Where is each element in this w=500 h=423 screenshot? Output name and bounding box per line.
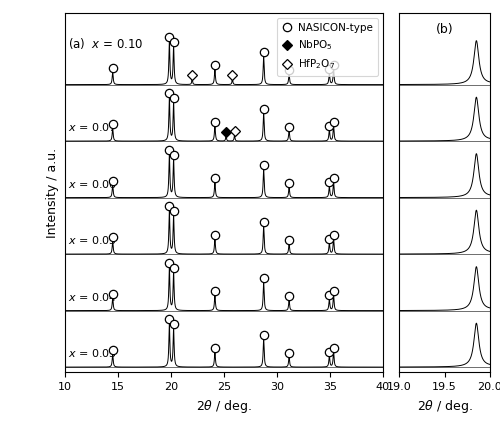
Y-axis label: Intensity / a.u.: Intensity / a.u.	[46, 147, 60, 238]
Text: $x$ = 0.04: $x$ = 0.04	[68, 291, 117, 303]
Text: $x$ = 0.03: $x$ = 0.03	[68, 347, 117, 360]
Text: (b): (b)	[436, 23, 454, 36]
Text: $x$ = 0.05: $x$ = 0.05	[68, 234, 117, 246]
Text: $x$ = 0.06: $x$ = 0.06	[68, 178, 117, 190]
X-axis label: 2$\theta$ / deg.: 2$\theta$ / deg.	[196, 398, 252, 415]
Legend: NASICON-type, NbPO$_5$, HfP$_2$O$_7$: NASICON-type, NbPO$_5$, HfP$_2$O$_7$	[276, 18, 378, 76]
Text: $x$ = 0.07: $x$ = 0.07	[68, 121, 117, 133]
Text: (a)  $x$ = 0.10: (a) $x$ = 0.10	[68, 36, 144, 51]
X-axis label: 2$\theta$ / deg.: 2$\theta$ / deg.	[416, 398, 472, 415]
